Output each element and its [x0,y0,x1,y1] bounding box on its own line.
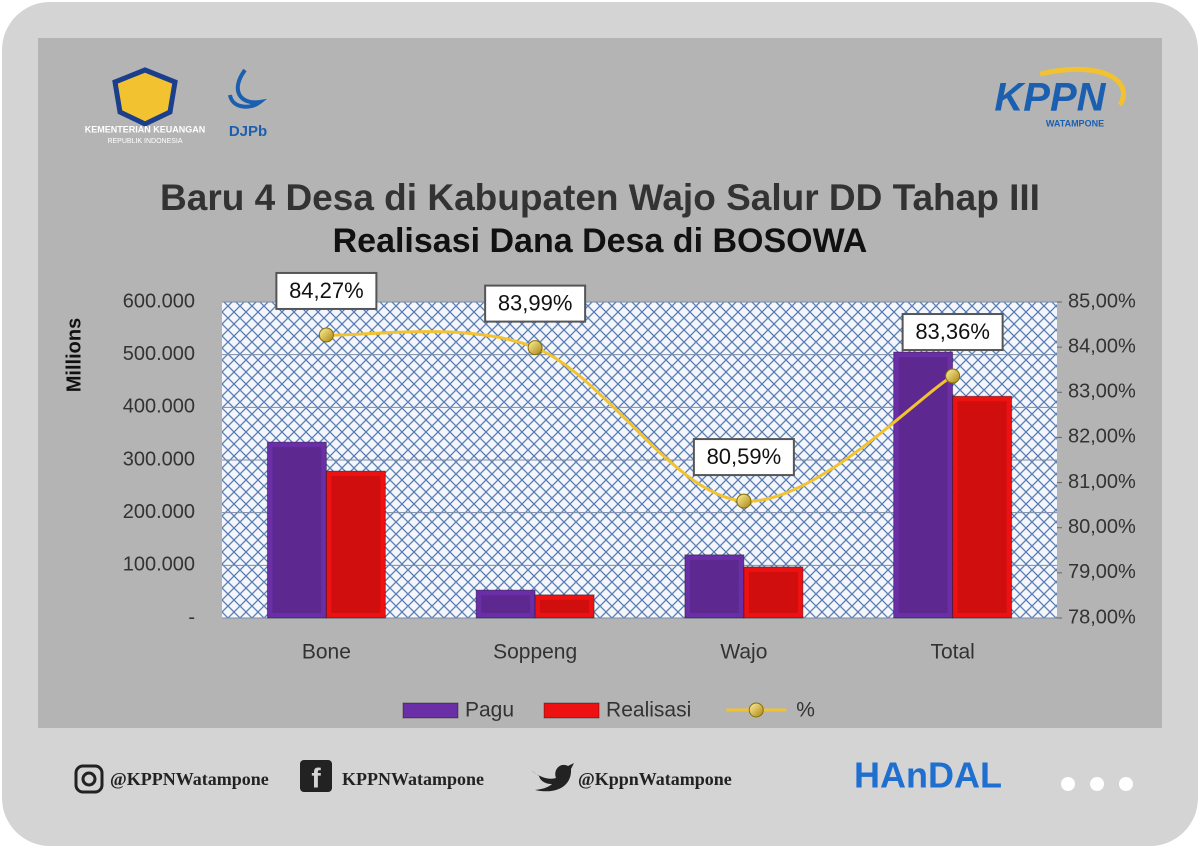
y2-tick-label: 85,00% [1068,290,1136,312]
ministry-logo: KEMENTERIAN KEUANGAN REPUBLIK INDONESIA [85,67,206,145]
chart-subtitle: Realisasi Dana Desa di BOSOWA [333,222,868,260]
dot [1119,777,1133,791]
bar-shade [689,559,739,613]
value-label: 83,36% [915,319,990,344]
value-label: 83,99% [498,290,573,315]
bar-shade [540,599,590,613]
y-tick-label: 200.000 [123,501,195,523]
bar-shade [481,595,531,613]
bar [325,470,386,619]
line-marker [736,493,752,509]
bar [684,554,745,619]
y2-tick-label: 78,00% [1068,606,1136,628]
ministry-sub: REPUBLIK INDONESIA [107,138,182,145]
line-marker [945,368,961,384]
legend-marker [748,702,764,718]
kppn-name: KPPN [994,76,1106,120]
djpb-name: DJPb [229,123,267,140]
handal-brand: HAnDAL [854,755,1002,796]
bar-shade [272,447,322,613]
instagram-icon [74,764,104,794]
y2-tick-label: 80,00% [1068,516,1136,538]
dot [1090,777,1104,791]
instagram-handle: @KPPNWatampone [110,769,269,789]
chart-title: Baru 4 Desa di Kabupaten Wajo Salur DD T… [160,177,1040,218]
y2-tick-label: 81,00% [1068,471,1136,493]
y2-tick-label: 84,00% [1068,335,1136,357]
y2-tick-label: 79,00% [1068,561,1136,583]
value-label-box [275,271,378,310]
value-label-box [692,438,795,477]
djpb-logo: DJPb [228,68,267,140]
y-tick-label: - [188,606,195,628]
y-tick-label: 600.000 [123,290,195,312]
bar [475,589,536,619]
facebook-handle: KPPNWatampone [342,769,484,789]
value-label-box [484,284,587,323]
bar-shade [898,357,948,613]
bar [952,395,1013,619]
x-tick-label: Bone [302,641,351,664]
bar [743,566,804,619]
value-label-box [901,313,1004,352]
ministry-name: KEMENTERIAN KEUANGAN [85,124,206,134]
instagram-icon-lens [81,771,97,787]
twitter-handle: @KppnWatampone [578,769,732,789]
y-tick-label: 300.000 [123,448,195,470]
legend-label: Pagu [465,699,514,722]
bar [266,441,327,619]
bar-shade [748,571,798,613]
line-marker [527,340,543,356]
twitter-icon [531,763,574,792]
value-label: 84,27% [289,278,364,303]
footer: @KPPNWatampone f KPPNWatampone @KppnWata… [74,755,1133,796]
bar-shade [331,476,381,613]
y-tick-label: 500.000 [123,343,195,365]
line [326,330,954,503]
y-tick-label: 100.000 [123,554,195,576]
x-tick-label: Soppeng [493,641,577,664]
dot [1061,777,1075,791]
bar [534,594,595,619]
y-tick-label: 400.000 [123,396,195,418]
value-label: 80,59% [707,444,782,469]
legend-swatch [402,702,459,719]
kppn-logo: KPPN WATAMPONE [994,66,1126,128]
bar-shade [957,401,1007,613]
y2-tick-label: 83,00% [1068,381,1136,403]
legend-label: % [796,699,815,722]
kppn-office: WATAMPONE [1046,118,1104,128]
x-tick-label: Wajo [720,641,767,664]
y-axis-label: Millions [63,318,85,392]
legend-swatch [543,702,600,719]
y2-tick-label: 82,00% [1068,426,1136,448]
facebook-glyph: f [311,762,321,793]
chart: - 100.000 200.000 300.000 400.000 500.000 600.… [123,271,1136,722]
bar [893,351,954,619]
legend-label: Realisasi [606,699,691,722]
facebook-icon [300,760,332,792]
line-marker [318,327,334,343]
x-tick-label: Total [930,641,974,664]
